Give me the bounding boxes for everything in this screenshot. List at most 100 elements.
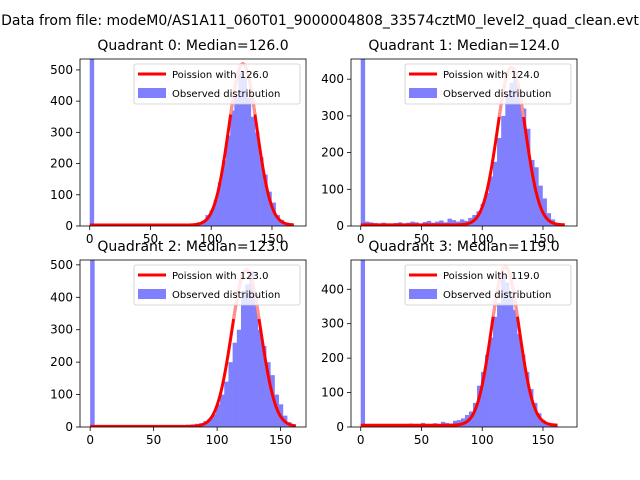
quadrant-3-ytick-label: 100 [321, 386, 344, 400]
quadrant-0-hist-bar [246, 98, 252, 226]
quadrant-3-legend-box [404, 264, 572, 306]
quadrant-3-hist-bar [545, 423, 550, 427]
quadrant-1-legend-box [404, 63, 572, 105]
quadrant-3-legend-hist-label: Observed distribution [443, 290, 551, 301]
quadrant-0-hist-bar [275, 215, 281, 226]
quadrant-2-fit-curve [90, 268, 297, 427]
quadrant-2-hist-bar [232, 342, 238, 427]
quadrant-1-hist-bar [525, 128, 531, 226]
quadrant-1-title: Quadrant 1: Median=124.0 [368, 38, 559, 54]
quadrant-3-xtick-label: 100 [471, 433, 494, 447]
quadrant-3-hist-bar [533, 402, 538, 427]
quadrant-0-xtick-label: 100 [200, 232, 223, 246]
quadrant-3-hist-bar [521, 354, 526, 427]
figure-suptitle: Data from file: modeM0/AS1A11_060T01_900… [1, 13, 639, 29]
quadrant-1-ytick-label: 300 [321, 109, 344, 123]
quadrant-3-ytick-label: 0 [336, 420, 344, 434]
quadrant-3-ytick-label: 300 [321, 317, 344, 331]
quadrant-3-hist-bar [509, 296, 514, 427]
quadrant-0-hist-bar [230, 110, 235, 226]
quadrant-1-panel: 0 50 100 150 0 100 200 300 400 Quadrant 1: Median… [321, 38, 578, 246]
quadrant-0-hist-bar [242, 77, 248, 226]
quadrant-0-hist-bar [254, 132, 260, 226]
quadrant-1-hist-bar [501, 115, 506, 226]
quadrant-2-ytick-label: 0 [65, 420, 73, 434]
quadrant-2-panel: 0 50 100 150 0 100 200 300 400 500 Quadrant 2: Med… [50, 239, 307, 447]
quadrant-2-hist-bar [211, 414, 217, 427]
quadrant-1-hist-bar [521, 108, 527, 226]
quadrant-0-plot-area [89, 59, 297, 226]
quadrant-3-hist-bar [360, 260, 366, 427]
quadrant-0-legend-hist-swatch [138, 88, 166, 98]
quadrant-1-legend-fit-label: Poission with 124.0 [443, 70, 539, 81]
quadrant-2-xtick-label: 0 [86, 433, 94, 447]
quadrant-3-hist-bar [481, 371, 486, 427]
quadrant-3-legend: Poission with 119.0 Observed distribution [404, 264, 572, 306]
quadrant-2-hist-bar [245, 284, 250, 427]
quadrant-1-hist-bar [360, 59, 366, 226]
quadrant-0-xtick-label: 150 [261, 232, 284, 246]
quadrant-1-hist-bar [509, 82, 514, 226]
quadrant-3-hist-bar [537, 413, 542, 427]
quadrant-0-hist-bar [209, 210, 214, 226]
quadrant-0-hist-bar [217, 182, 223, 226]
quadrant-1-xtick-label: 0 [357, 232, 365, 246]
quadrant-0-hist-bar [267, 191, 272, 226]
quadrant-3-hist-bar [493, 316, 498, 427]
quadrant-1-hist-bar [513, 71, 519, 226]
quadrant-1-ytick-label: 0 [336, 219, 344, 233]
quadrant-0-hist-bar [263, 174, 268, 226]
quadrant-3-hist-bar [505, 282, 510, 427]
quadrant-0-hist-bar [213, 199, 219, 226]
quadrant-1-hist-bar [517, 97, 523, 226]
quadrant-2-axes-frame [79, 259, 307, 428]
quadrant-0-hist-bar [250, 116, 256, 226]
quadrant-0-hist-bar [238, 73, 243, 226]
quadrant-0-xtick-label: 0 [86, 232, 94, 246]
quadrant-1-legend-hist-label: Observed distribution [443, 89, 551, 100]
quadrant-0-legend-box [133, 63, 301, 105]
quadrant-1-ytick-label: 400 [321, 72, 344, 86]
quadrant-2-legend: Poission with 123.0 Observed distribution [133, 264, 301, 306]
quadrant-1-xtick-label: 150 [532, 232, 555, 246]
quadrant-3-hist-bar [477, 385, 482, 427]
quadrant-3-axes-frame [350, 259, 578, 428]
quadrant-2-hist-bar [266, 362, 271, 427]
quadrant-3-title: Quadrant 3: Median=119.0 [368, 239, 559, 255]
quadrant-2-hist-bar [270, 375, 275, 427]
quadrant-1-hist-bar [484, 192, 490, 226]
quadrant-3-hist-bar [489, 337, 494, 427]
quadrant-1-hist-bar [542, 198, 547, 226]
quadrant-1-plot-area [360, 59, 568, 226]
quadrant-0-panel: 0 50 100 150 0 100 200 300 400 500 Quadrant 0: Med… [50, 38, 307, 246]
quadrant-1-xtick-label: 50 [414, 232, 429, 246]
quadrant-3-legend-hist-swatch [409, 289, 437, 299]
quadrant-2-legend-fit-label: Poission with 123.0 [172, 271, 268, 282]
quadrant-1-legend-hist-swatch [409, 88, 437, 98]
quadrant-2-hist-bar [207, 418, 212, 427]
quadrant-0-hist-bar [89, 59, 95, 226]
quadrant-0-ytick-label: 200 [50, 157, 73, 171]
quadrant-2-ytick-label: 400 [50, 290, 73, 304]
quadrant-2-hist-bar [236, 329, 242, 427]
quadrant-3-panel: 0 50 100 150 0 100 200 300 400 Quadrant 3: Median… [321, 239, 578, 447]
quadrant-1-xtick-label: 100 [471, 232, 494, 246]
quadrant-2-hist-bar [90, 260, 95, 427]
quadrant-0-axes-frame [79, 58, 307, 227]
quadrant-1-hist-bar [530, 159, 535, 226]
quadrant-0-legend-hist-label: Observed distribution [172, 89, 280, 100]
quadrant-2-hist-bar [224, 381, 229, 427]
quadrant-3-hist-bar [497, 303, 502, 427]
quadrant-2-hist-bar [228, 362, 233, 427]
quadrant-0-hist-bar [226, 135, 231, 226]
quadrant-1-hist-bar [488, 176, 494, 226]
quadrant-1-hist-bar [451, 220, 457, 226]
quadrant-0-ytick-label: 400 [50, 94, 73, 108]
quadrant-2-hist-bar [215, 404, 221, 427]
quadrant-3-hist-bar [529, 389, 534, 427]
quadrant-1-ytick-label: 100 [321, 182, 344, 196]
quadrant-3-xtick-label: 50 [414, 433, 429, 447]
quadrant-0-ytick-label: 500 [50, 63, 73, 77]
quadrant-3-hist-bar [549, 425, 554, 427]
